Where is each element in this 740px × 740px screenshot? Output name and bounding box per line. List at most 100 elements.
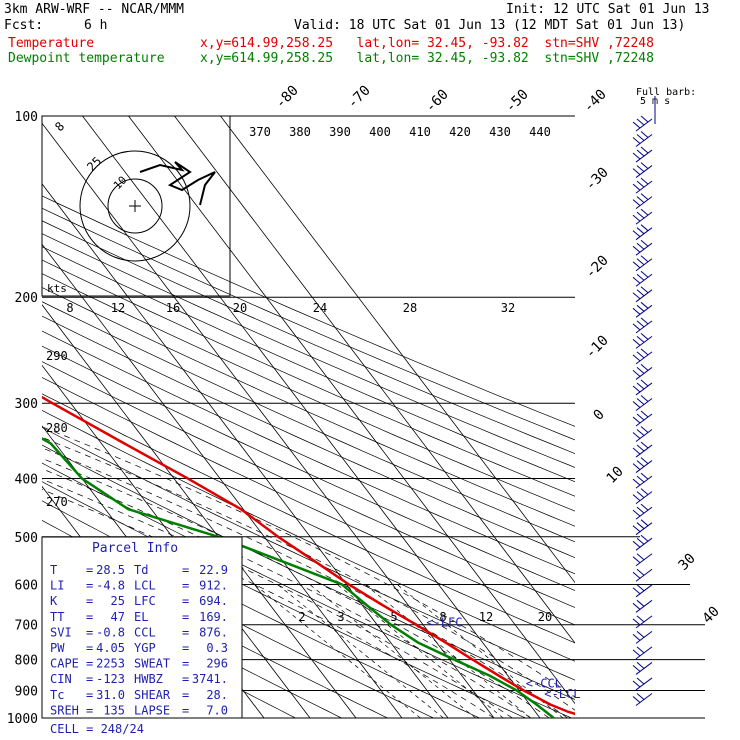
wind-barb-flag bbox=[636, 367, 645, 374]
wind-barb-flag bbox=[632, 665, 641, 672]
parcel-row-value: -123 bbox=[96, 672, 125, 686]
parcel-row-label-2: CCL bbox=[134, 625, 156, 639]
wind-barb-flag bbox=[632, 261, 641, 269]
parcel-row-eq: = bbox=[86, 641, 93, 655]
isotherm-tick-label: -10 bbox=[583, 333, 612, 362]
isotherm-line bbox=[220, 116, 575, 584]
isotherm-tick-label: -70 bbox=[345, 83, 374, 112]
theta-tick-label: 390 bbox=[329, 125, 351, 139]
wind-barbs: Full barb:5 m s bbox=[632, 87, 696, 706]
wind-barb-flag bbox=[636, 134, 645, 141]
wind-barb-flag bbox=[640, 348, 649, 356]
wind-barb-flag bbox=[636, 568, 645, 576]
wind-barb-flag bbox=[640, 301, 649, 309]
parcel-row-eq: = bbox=[86, 579, 93, 593]
wind-barb-flag bbox=[636, 165, 645, 172]
wind-barb-flag bbox=[636, 118, 645, 126]
wind-barb-flag bbox=[632, 540, 641, 548]
thetae-tick-label: 24 bbox=[313, 301, 327, 315]
wind-barb-flag bbox=[636, 522, 645, 530]
wind-barb-flag bbox=[632, 633, 641, 641]
wind-barb-flag bbox=[640, 410, 649, 418]
wind-barb-flag bbox=[636, 475, 645, 483]
parcel-row-label-2: Td bbox=[134, 563, 148, 577]
wind-barb-flag bbox=[632, 571, 641, 579]
parcel-row-eq: = bbox=[86, 563, 93, 577]
wind-barb-flag bbox=[636, 537, 645, 545]
dry-adiabat-line bbox=[42, 301, 575, 543]
parcel-row-value-2: 0.3 bbox=[206, 641, 228, 655]
wind-barb-flag bbox=[640, 364, 649, 371]
wind-barb-flag bbox=[632, 121, 641, 129]
level-markers: <-EL<-LFC<-CCL<-LCL bbox=[426, 615, 580, 700]
theta-tick-label: 370 bbox=[249, 125, 271, 139]
moist-adiabat-line bbox=[42, 447, 568, 718]
parcel-row-label: K bbox=[50, 594, 58, 608]
wind-barb-flag bbox=[636, 553, 645, 561]
parcel-row-value: 135 bbox=[103, 703, 125, 717]
wind-barb-flag bbox=[636, 351, 645, 359]
wind-barb-flag bbox=[636, 615, 645, 623]
mixing-ratio-line bbox=[277, 584, 444, 718]
pressure-tick-label: 300 bbox=[15, 397, 38, 412]
wind-barb-flag bbox=[636, 506, 645, 514]
parcel-row-eq: = bbox=[86, 594, 93, 608]
parcel-row-eq: = bbox=[86, 625, 93, 639]
parcel-row-value: -4.8 bbox=[96, 579, 125, 593]
theta-tick-label: 420 bbox=[449, 125, 471, 139]
dry-adiabat-line bbox=[42, 361, 575, 608]
wind-barb-flag bbox=[640, 115, 649, 123]
mixing-ratio-line bbox=[254, 584, 421, 718]
parcel-row-eq: = bbox=[86, 688, 93, 702]
thetae-tick-label: 20 bbox=[233, 301, 247, 315]
moist-adiabat-line bbox=[42, 478, 513, 718]
wind-barb-flag bbox=[640, 503, 649, 511]
wind-barb-flag bbox=[632, 602, 641, 610]
dry-adiabat-line bbox=[42, 207, 575, 441]
moist-adiabat-line bbox=[42, 426, 575, 698]
wind-barb-flag bbox=[636, 662, 645, 669]
thetae-tick-label: 8 bbox=[66, 301, 73, 315]
thetae-tick-label: 12 bbox=[111, 301, 125, 315]
isotherm-tick-label: -40 bbox=[581, 87, 610, 116]
wind-barb-flag bbox=[632, 680, 641, 688]
parcel-row-label-2: EL bbox=[134, 610, 148, 624]
wind-barb-flag bbox=[640, 457, 649, 464]
isotherm-tick-label: -60 bbox=[423, 87, 452, 116]
wind-barb-flag bbox=[632, 199, 641, 207]
wind-barb-flag bbox=[632, 214, 641, 222]
parcel-row-eq-2: = bbox=[182, 625, 189, 639]
left-theta-label: 270 bbox=[46, 495, 68, 509]
isotherm-tick-label: -50 bbox=[503, 87, 532, 116]
wind-barb-flag bbox=[636, 491, 645, 499]
parcel-info-title: Parcel Info bbox=[92, 541, 178, 556]
wind-barb-flag bbox=[636, 196, 645, 204]
isotherm-line bbox=[42, 122, 495, 718]
dry-adiabat-line bbox=[42, 393, 575, 644]
wind-barb-flag bbox=[636, 382, 645, 390]
wind-barb-flag bbox=[632, 463, 641, 470]
mixing-ratio-label: 12 bbox=[479, 610, 493, 624]
pressure-tick-label: 800 bbox=[15, 654, 38, 669]
wind-barb-flag bbox=[636, 444, 645, 452]
wind-barb-flag bbox=[640, 239, 649, 247]
temperature-location-info: x,y=614.99,258.25 lat,lon= 32.45, -93.82… bbox=[200, 36, 654, 51]
parcel-row-value: 47 bbox=[111, 610, 125, 624]
wind-barb-flag bbox=[632, 168, 641, 175]
dry-adiabat-line bbox=[42, 273, 575, 512]
dry-adiabat-line bbox=[42, 287, 575, 527]
wind-barb-flag bbox=[632, 447, 641, 455]
level-marker-lfc: <-LFC bbox=[426, 615, 462, 629]
parcel-row-label: SVI bbox=[50, 625, 72, 639]
hodograph-frame bbox=[41, 115, 231, 297]
wind-barb-flag bbox=[636, 180, 645, 188]
parcel-row-label: Tc bbox=[50, 688, 64, 702]
hodograph-ring-label: 25 bbox=[84, 154, 104, 174]
wind-barb-flag bbox=[636, 335, 645, 343]
wind-barb-flag bbox=[632, 401, 641, 408]
dry-adiabat-line bbox=[42, 195, 575, 427]
parcel-row-eq-2: = bbox=[182, 688, 189, 702]
